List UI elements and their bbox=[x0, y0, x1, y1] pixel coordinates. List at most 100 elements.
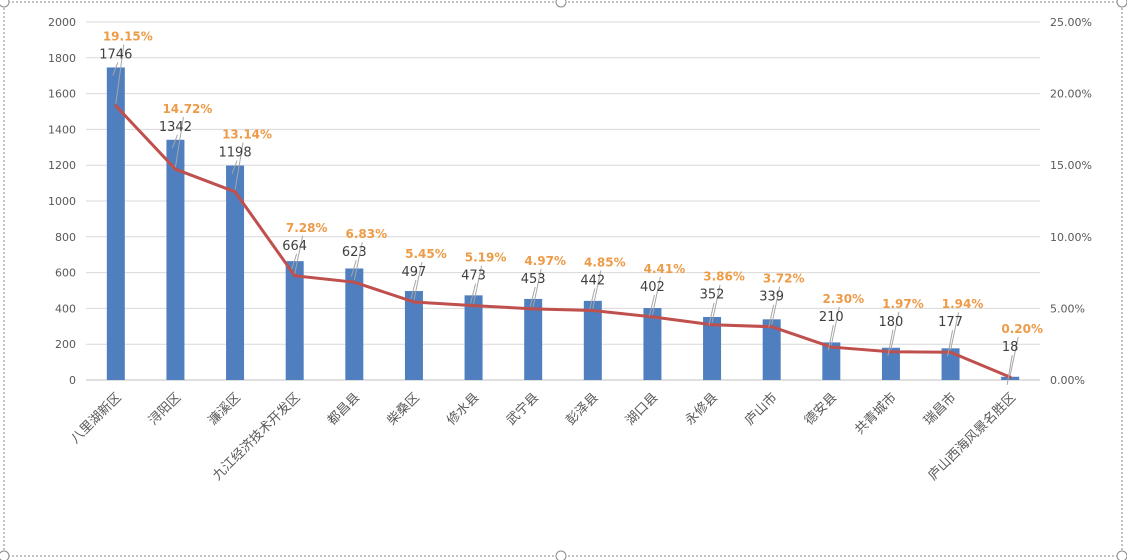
y-tick-label: 1600 bbox=[48, 88, 76, 101]
leader-line bbox=[592, 270, 602, 309]
percent-label: 4.85% bbox=[584, 256, 626, 270]
leader-line bbox=[890, 311, 900, 350]
bar bbox=[703, 316, 722, 380]
leader-line bbox=[473, 265, 483, 304]
percent-label: 1.97% bbox=[882, 297, 924, 311]
line-point bbox=[114, 104, 118, 108]
percent-label: 13.14% bbox=[222, 128, 272, 142]
bar bbox=[166, 139, 185, 380]
leader-line bbox=[171, 134, 178, 148]
leader-line bbox=[174, 116, 184, 168]
bar-value-label: 1198 bbox=[219, 146, 252, 161]
percent-label: 5.45% bbox=[405, 247, 447, 261]
bar-value-label: 339 bbox=[759, 290, 784, 305]
resize-handle[interactable] bbox=[0, 0, 10, 8]
bar bbox=[226, 165, 245, 380]
y-tick-label: 1400 bbox=[48, 123, 76, 136]
y-tick-label: 1000 bbox=[48, 195, 76, 208]
selection-border[interactable] bbox=[3, 1, 1123, 557]
leader-line bbox=[887, 329, 894, 356]
bar-value-label: 1342 bbox=[159, 120, 192, 135]
leader-line bbox=[768, 304, 775, 328]
line-point bbox=[949, 350, 953, 354]
y2-tick-label: 20.00% bbox=[1050, 88, 1092, 101]
percent-label: 4.97% bbox=[524, 254, 566, 268]
leader-line bbox=[532, 268, 542, 307]
bar-value-label: 442 bbox=[580, 274, 605, 289]
y2-tick-label: 5.00% bbox=[1050, 302, 1085, 315]
bar-value-label: 453 bbox=[521, 272, 546, 287]
bar bbox=[285, 261, 304, 380]
left-axis: 0 200 400 600 800 1000 1200 1400 1600 1800 2000 bbox=[48, 16, 76, 387]
line-point bbox=[293, 274, 297, 278]
bar bbox=[941, 348, 960, 380]
percent-label: 1.94% bbox=[942, 297, 984, 311]
resize-handle[interactable] bbox=[1116, 0, 1127, 8]
bar-value-label: 352 bbox=[700, 288, 725, 303]
line-point bbox=[531, 307, 535, 311]
y-tick-label: 1800 bbox=[48, 52, 76, 65]
line-point bbox=[472, 304, 476, 308]
line-point bbox=[412, 300, 416, 304]
percent-label: 2.30% bbox=[822, 292, 864, 306]
bar bbox=[881, 347, 900, 380]
leader-line bbox=[413, 261, 423, 301]
y2-tick-label: 25.00% bbox=[1050, 16, 1092, 29]
leader-line bbox=[1006, 355, 1013, 385]
resize-handle[interactable] bbox=[1116, 550, 1127, 560]
leader-line bbox=[711, 284, 721, 323]
line-point bbox=[591, 309, 595, 313]
leader-line bbox=[589, 288, 596, 310]
leader-line bbox=[231, 160, 238, 174]
leader-line bbox=[234, 142, 244, 190]
bar bbox=[464, 295, 483, 380]
y2-tick-label: 0.00% bbox=[1050, 374, 1085, 387]
leader-line bbox=[651, 276, 661, 315]
leader-line bbox=[1009, 337, 1019, 376]
line-point bbox=[352, 280, 356, 284]
bar bbox=[345, 268, 364, 380]
y-tick-label: 0 bbox=[69, 374, 76, 387]
leader-line bbox=[708, 302, 715, 326]
percent-label: 14.72% bbox=[162, 102, 212, 116]
line-series bbox=[114, 104, 1012, 379]
bar bbox=[404, 291, 423, 380]
leader-line bbox=[350, 260, 357, 277]
percent-label: 7.28% bbox=[286, 221, 328, 235]
bar bbox=[583, 300, 602, 380]
right-axis: 0.00% 5.00% 10.00% 15.00% 20.00% 25.00% bbox=[1050, 16, 1092, 387]
bar-value-label: 623 bbox=[342, 245, 367, 260]
line-point bbox=[233, 190, 237, 194]
leader-line bbox=[827, 324, 834, 351]
bar-value-label: 1746 bbox=[99, 47, 132, 62]
leader-line bbox=[470, 283, 477, 304]
y2-tick-label: 10.00% bbox=[1050, 231, 1092, 244]
leader-line bbox=[115, 44, 125, 104]
leader-lines bbox=[112, 44, 1019, 385]
leader-line bbox=[294, 235, 304, 274]
bar bbox=[643, 308, 662, 380]
bar bbox=[822, 342, 841, 380]
y-tick-label: 400 bbox=[55, 302, 76, 315]
y-tick-label: 1200 bbox=[48, 159, 76, 172]
line-point bbox=[829, 345, 833, 349]
line-point bbox=[173, 167, 177, 171]
percent-label: 6.83% bbox=[345, 227, 387, 241]
y-tick-label: 600 bbox=[55, 267, 76, 280]
bar-value-label: 210 bbox=[819, 310, 844, 325]
bar-value-label: 473 bbox=[461, 269, 486, 284]
percent-label: 4.41% bbox=[644, 262, 686, 276]
leader-line bbox=[112, 62, 119, 76]
resize-handle[interactable] bbox=[555, 550, 567, 560]
y-tick-label: 800 bbox=[55, 231, 76, 244]
bar-value-label: 180 bbox=[879, 315, 904, 330]
bar-series bbox=[106, 67, 1020, 380]
resize-handle[interactable] bbox=[0, 550, 10, 560]
resize-handle[interactable] bbox=[555, 0, 567, 8]
bar-value-label: 664 bbox=[282, 239, 307, 254]
percent-label: 5.19% bbox=[465, 251, 507, 265]
y-tick-label: 200 bbox=[55, 338, 76, 351]
percent-label: 3.86% bbox=[703, 270, 745, 284]
